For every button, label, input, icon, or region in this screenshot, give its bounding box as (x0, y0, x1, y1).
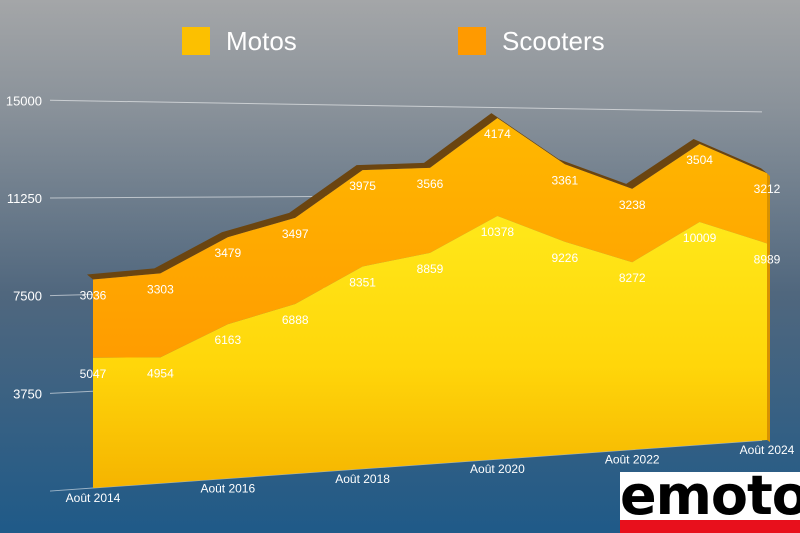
legend-swatch-scooters (458, 27, 486, 55)
area-side-face (767, 173, 770, 442)
data-label-scooters: 3303 (147, 282, 174, 296)
x-tick-label: Août 2014 (66, 491, 121, 505)
area-scooters (93, 118, 767, 358)
data-label-motos: 8859 (417, 262, 444, 276)
data-label-motos: 5047 (80, 367, 107, 381)
emoto-logo: emoto (620, 472, 800, 533)
y-tick-label: 3750 (13, 386, 42, 401)
data-label-motos: 9226 (551, 251, 578, 265)
area-motos (93, 215, 767, 488)
data-label-scooters: 3036 (80, 288, 107, 302)
data-label-motos: 6163 (214, 333, 241, 347)
legend-label-motos: Motos (226, 25, 297, 56)
data-label-scooters: 3361 (551, 173, 578, 187)
legend-item-motos: Motos (182, 26, 297, 56)
logo-text: emoto (620, 472, 800, 527)
data-label-motos: 8272 (619, 271, 646, 285)
data-label-motos: 10378 (481, 225, 515, 239)
data-label-scooters: 3479 (214, 246, 241, 260)
legend-swatch-motos (182, 27, 210, 55)
logo-red-bar (620, 520, 800, 533)
data-label-scooters: 3212 (754, 182, 781, 196)
data-label-scooters: 3975 (349, 179, 376, 193)
data-label-scooters: 3238 (619, 198, 646, 212)
data-label-scooters: 3504 (686, 153, 713, 167)
x-tick-label: Août 2022 (605, 453, 660, 467)
data-label-motos: 4954 (147, 366, 174, 380)
legend-item-scooters: Scooters (458, 26, 605, 56)
y-tick-label: 7500 (13, 289, 42, 304)
x-tick-label: Août 2024 (740, 443, 795, 457)
data-label-motos: 10009 (683, 231, 717, 245)
data-label-motos: 6888 (282, 313, 309, 327)
x-tick-label: Août 2016 (200, 481, 255, 495)
x-tick-label: Août 2020 (470, 462, 525, 476)
data-label-scooters: 4174 (484, 127, 511, 141)
x-tick-label: Août 2018 (335, 472, 390, 486)
data-label-motos: 8351 (349, 275, 376, 289)
data-label-motos: 8989 (754, 252, 781, 266)
gridline (49, 99, 763, 113)
y-tick-label: 15000 (6, 93, 42, 108)
y-tick-label: 11250 (7, 191, 42, 206)
data-label-scooters: 3497 (282, 227, 309, 241)
data-label-scooters: 3566 (417, 177, 444, 191)
legend-label-scooters: Scooters (502, 25, 605, 56)
